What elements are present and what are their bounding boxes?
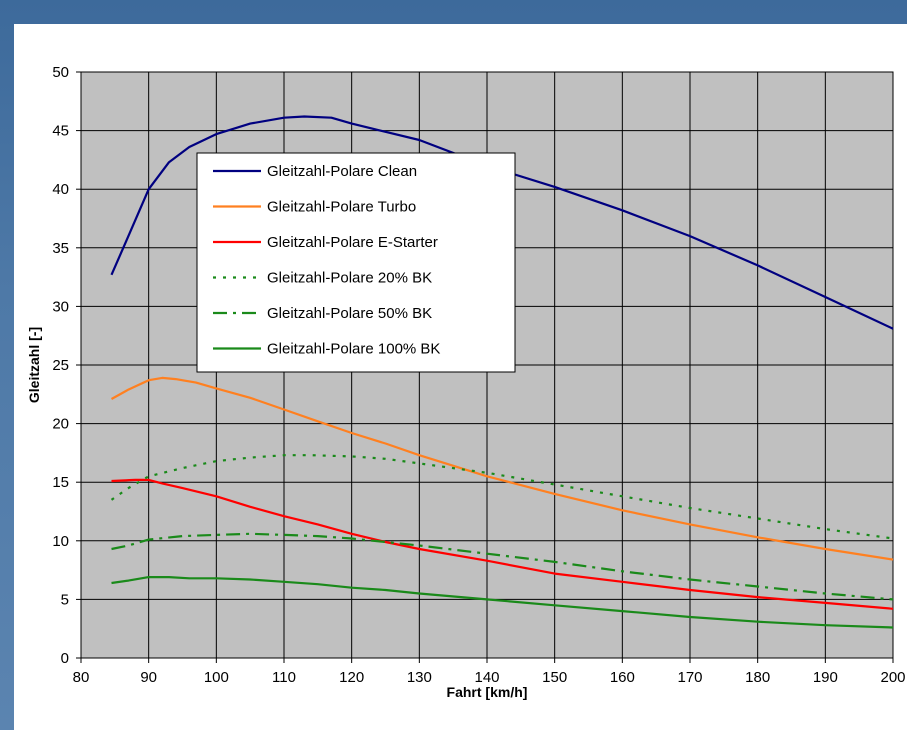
- x-axis-title: Fahrt [km/h]: [447, 684, 528, 700]
- x-tick-label: 80: [73, 669, 90, 686]
- y-tick-label: 5: [61, 591, 69, 608]
- y-tick-label: 50: [52, 64, 69, 81]
- x-tick-label: 110: [272, 669, 296, 686]
- y-axis-title: Gleitzahl [-]: [26, 327, 42, 403]
- series-line-2: [110, 376, 894, 561]
- x-tick-label: 170: [677, 669, 702, 686]
- series-line-6: [111, 575, 894, 629]
- ticks: 80 90 100 110 120 130 140 150 160 170 180 190 200 0 5 1…: [52, 64, 905, 686]
- x-tick-label: 120: [339, 669, 364, 686]
- legend-label: Gleitzahl-Polare 100% BK: [267, 341, 440, 358]
- series-line-1: [110, 115, 894, 330]
- series-line-3: [111, 478, 894, 610]
- y-tick-label: 45: [52, 123, 69, 140]
- x-tick-label: 200: [880, 669, 905, 686]
- x-tick-label: 150: [542, 669, 567, 686]
- series-line-5: [111, 532, 894, 601]
- y-tick-label: 10: [52, 533, 69, 550]
- x-tick-label: 190: [813, 669, 838, 686]
- legend: Gleitzahl-Polare Clean Gleitzahl-Polare T…: [196, 152, 516, 373]
- series: [110, 115, 894, 629]
- x-tick-label: 90: [140, 669, 157, 686]
- legend-label: Gleitzahl-Polare 20% BK: [267, 270, 432, 287]
- y-tick-label: 40: [52, 181, 69, 198]
- y-tick-label: 35: [52, 240, 69, 257]
- x-tick-label: 160: [610, 669, 635, 686]
- y-tick-label: 20: [52, 416, 69, 433]
- legend-label: Gleitzahl-Polare Turbo: [267, 199, 416, 216]
- y-tick-label: 15: [52, 474, 69, 491]
- x-tick-label: 130: [407, 669, 432, 686]
- y-tick-label: 30: [52, 298, 69, 315]
- x-tick-label: 180: [745, 669, 770, 686]
- series-line-4: [110, 454, 894, 540]
- x-tick-label: 140: [474, 669, 499, 686]
- legend-label: Gleitzahl-Polare Clean: [267, 163, 417, 180]
- legend-box: [196, 152, 516, 373]
- y-tick-label: 0: [61, 650, 69, 667]
- legend-label: Gleitzahl-Polare 50% BK: [267, 305, 432, 322]
- x-tick-label: 100: [204, 669, 229, 686]
- y-tick-label: 25: [52, 357, 69, 374]
- legend-label: Gleitzahl-Polare E-Starter: [267, 234, 438, 251]
